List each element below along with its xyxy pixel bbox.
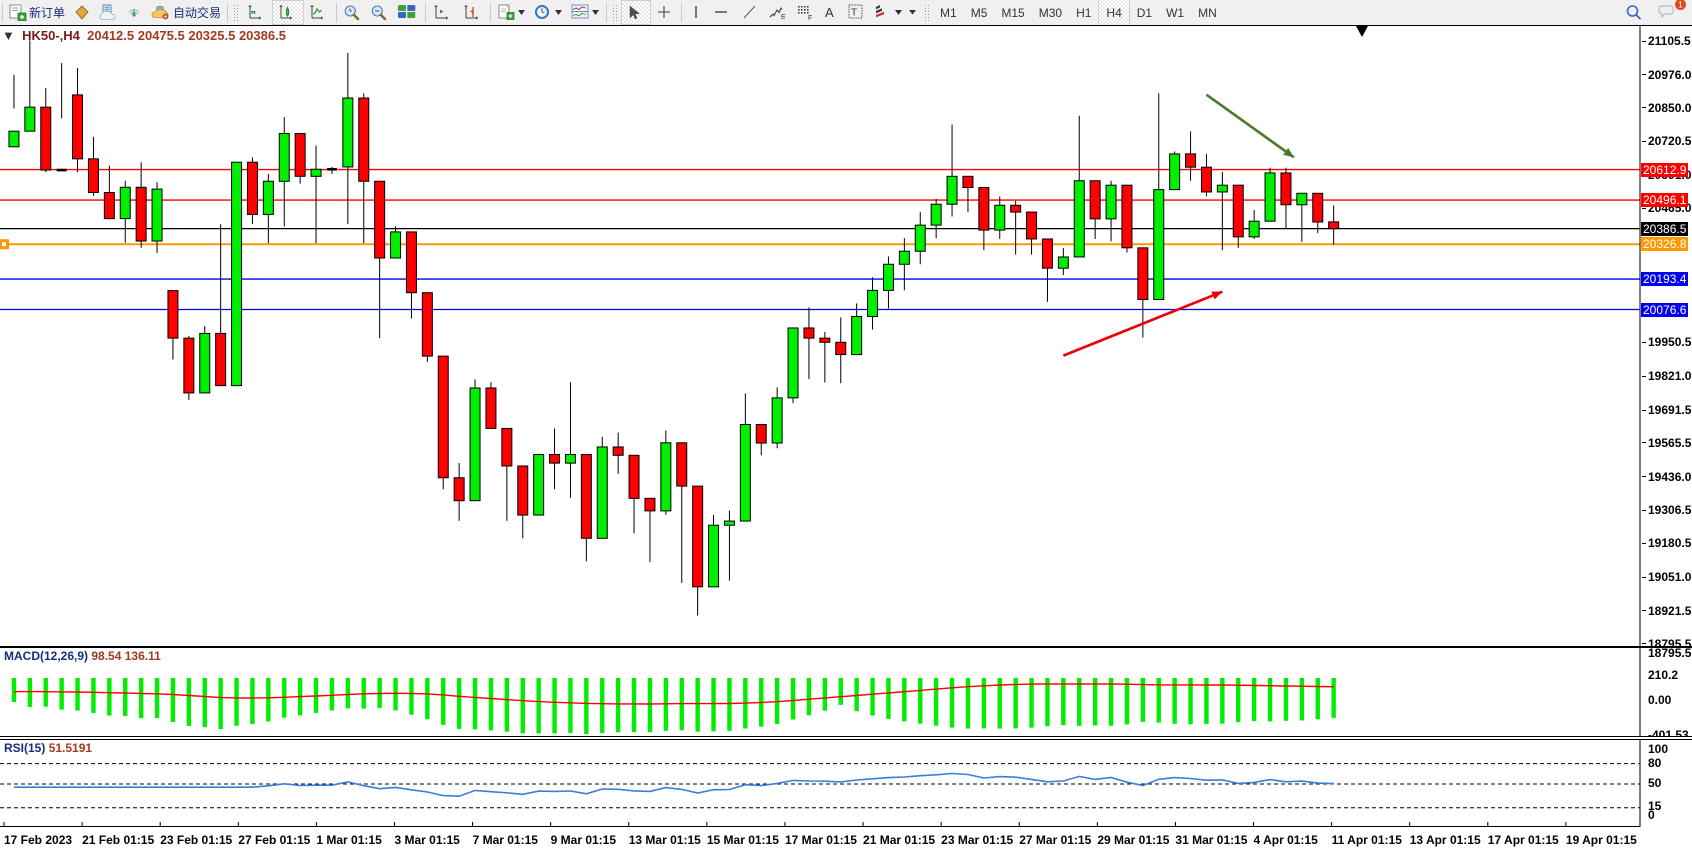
svg-text:A: A xyxy=(825,5,834,20)
svg-text:1: 1 xyxy=(1678,0,1683,9)
svg-text:E: E xyxy=(781,14,786,21)
svg-text:F: F xyxy=(808,15,812,21)
svg-text:T: T xyxy=(851,8,857,19)
